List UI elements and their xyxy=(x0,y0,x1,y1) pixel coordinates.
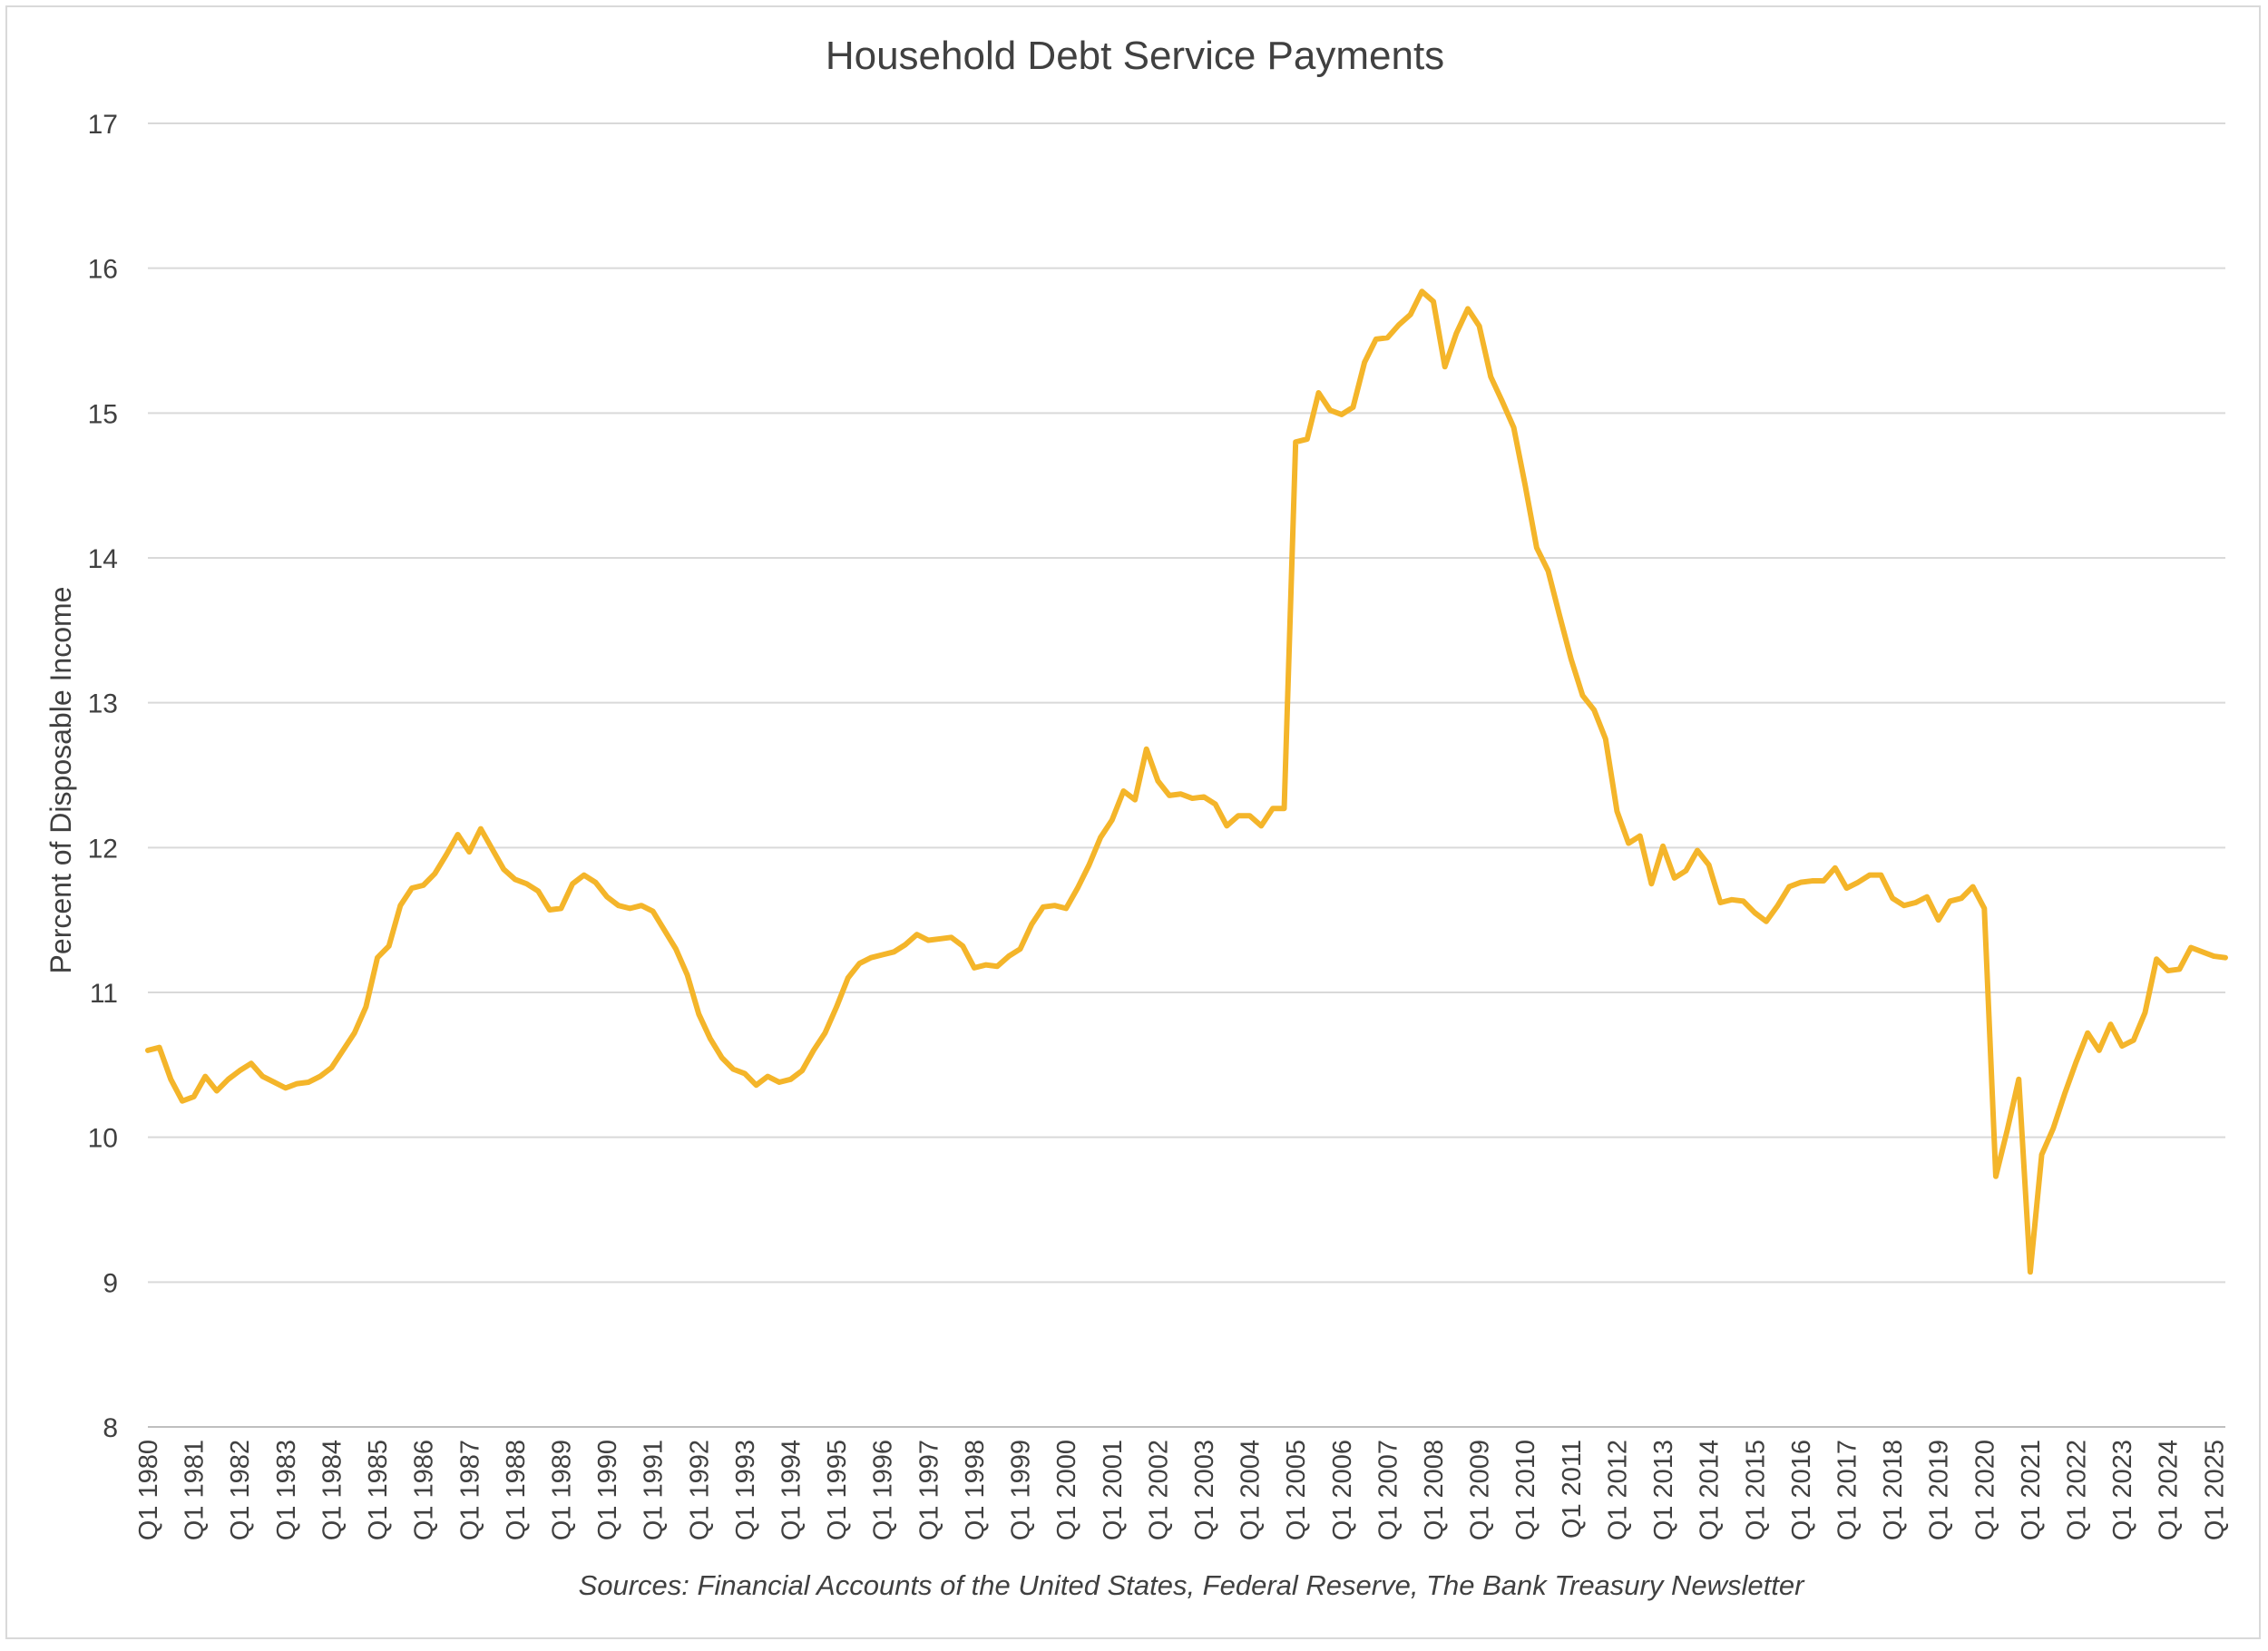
y-tick-label: 11 xyxy=(90,979,118,1009)
x-tick-label: Q1 2010 xyxy=(1511,1440,1540,1540)
x-tick-label: Q1 2016 xyxy=(1787,1440,1816,1540)
x-tick-label: Q1 2001 xyxy=(1099,1440,1128,1540)
x-tick-label: Q1 2017 xyxy=(1833,1440,1862,1540)
y-tick-label: 17 xyxy=(88,110,118,140)
x-tick-label: Q1 1987 xyxy=(455,1440,484,1540)
x-tick-label: Q1 1992 xyxy=(685,1440,714,1540)
x-axis-tick-labels: Q1 1980 Q1 1981 Q1 1982 Q1 1983 Q1 1984 Q1 19… xyxy=(134,1440,2229,1540)
x-tick-label: Q1 2018 xyxy=(1879,1440,1908,1540)
x-tick-label: Q1 1994 xyxy=(777,1440,807,1540)
x-tick-label: Q1 1982 xyxy=(226,1440,255,1540)
x-tick-label: Q1 2007 xyxy=(1374,1440,1403,1540)
x-tick-label: Q1 1997 xyxy=(914,1440,943,1540)
chart-title: Household Debt Service Payments xyxy=(826,34,1444,78)
x-tick-label: Q1 1995 xyxy=(823,1440,852,1540)
x-tick-label: Q1 1990 xyxy=(593,1440,622,1540)
y-tick-label: 13 xyxy=(88,689,118,719)
y-tick-label: 12 xyxy=(88,834,118,864)
x-tick-label: Q1 1996 xyxy=(869,1440,898,1540)
x-tick-label: Q1 2002 xyxy=(1144,1440,1173,1540)
source-note: Sources: Financial Accounts of the Unite… xyxy=(579,1569,1806,1601)
x-tick-label: Q1 2005 xyxy=(1282,1440,1311,1540)
x-tick-label: Q1 1988 xyxy=(502,1440,531,1540)
x-tick-label: Q1 1993 xyxy=(731,1440,760,1540)
x-tick-label: Q1 2003 xyxy=(1190,1440,1219,1540)
y-tick-label: 8 xyxy=(103,1413,118,1443)
y-axis-tick-labels: 8 9 10 11 12 13 14 15 16 17 xyxy=(88,110,118,1443)
x-tick-label: Q1 2015 xyxy=(1741,1440,1770,1540)
x-tick-label: Q1 2014 xyxy=(1696,1440,1725,1540)
x-tick-label: Q1 1991 xyxy=(640,1440,669,1540)
x-tick-label: Q1 2009 xyxy=(1466,1440,1495,1540)
chart-frame xyxy=(5,5,2261,1639)
x-tick-label: Q1 2011 xyxy=(1558,1440,1587,1539)
y-tick-label: 14 xyxy=(88,544,118,574)
x-tick-label: Q1 2000 xyxy=(1052,1440,1081,1540)
x-tick-label: Q1 1981 xyxy=(181,1440,210,1540)
x-tick-label: Q1 2022 xyxy=(2063,1440,2092,1540)
x-tick-label: Q1 2023 xyxy=(2108,1440,2137,1540)
x-tick-label: Q1 1989 xyxy=(547,1440,576,1540)
x-tick-label: Q1 1984 xyxy=(318,1440,347,1540)
x-tick-label: Q1 1983 xyxy=(272,1440,301,1540)
x-tick-label: Q1 2008 xyxy=(1420,1440,1449,1540)
x-tick-label: Q1 2019 xyxy=(1925,1440,1954,1540)
y-tick-label: 10 xyxy=(88,1124,118,1154)
x-tick-label: Q1 2024 xyxy=(2155,1440,2184,1540)
x-tick-label: Q1 2013 xyxy=(1649,1440,1678,1540)
x-tick-label: Q1 2012 xyxy=(1603,1440,1632,1540)
y-tick-label: 9 xyxy=(103,1268,118,1298)
series-line xyxy=(145,288,2228,1275)
x-tick-label: Q1 2006 xyxy=(1328,1440,1357,1540)
y-axis-label: Percent of Disposable Income xyxy=(44,587,77,974)
x-tick-label: Q1 1999 xyxy=(1007,1440,1036,1540)
x-tick-label: Q1 2021 xyxy=(2017,1440,2046,1540)
y-tick-label: 15 xyxy=(88,399,118,429)
x-tick-label: Q1 1998 xyxy=(961,1440,990,1540)
x-tick-label: Q1 1985 xyxy=(364,1440,393,1540)
x-tick-label: Q1 1980 xyxy=(134,1440,163,1540)
x-tick-label: Q1 2020 xyxy=(1970,1440,1999,1540)
x-tick-label: Q1 1986 xyxy=(410,1440,439,1540)
x-tick-label: Q1 2004 xyxy=(1237,1440,1266,1540)
x-tick-label: Q1 2025 xyxy=(2200,1440,2229,1540)
y-tick-label: 16 xyxy=(88,255,118,285)
